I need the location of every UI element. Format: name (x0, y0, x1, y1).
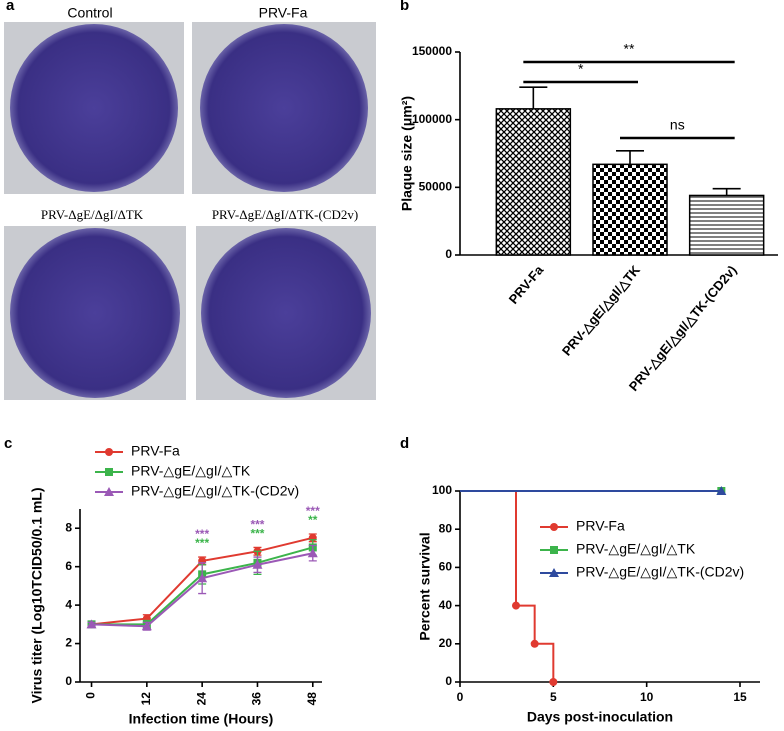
y-tick-label: 2 (65, 636, 72, 650)
bar (688, 194, 765, 256)
plate (201, 228, 371, 398)
marker (141, 621, 152, 631)
legend-label: PRV-Fa (576, 518, 625, 534)
y-tick-label: 8 (65, 520, 72, 534)
marker (550, 523, 558, 531)
panel-letter: c (4, 435, 12, 452)
marker (716, 486, 727, 495)
plate-label: Control (67, 5, 112, 21)
plate (10, 24, 178, 192)
legend-label: PRV-△gE/△gI/△TK (576, 541, 696, 557)
marker (512, 601, 520, 610)
marker (530, 639, 539, 648)
plate-label: PRV-ΔgE/ΔgI/ΔTK-(CD2v) (212, 207, 358, 222)
y-tick-label: 100000 (412, 112, 452, 126)
marker (105, 448, 113, 456)
bar (495, 108, 572, 256)
marker (549, 678, 558, 686)
legend-label: PRV-Fa (131, 443, 180, 459)
x-tick-label: 12 (139, 692, 153, 706)
significance-label: ns (670, 117, 685, 133)
y-tick-label: 4 (65, 597, 72, 611)
marker (105, 468, 113, 476)
x-tick-label: 0 (84, 692, 98, 699)
significance-label: ** (308, 513, 318, 527)
error-bar (519, 86, 548, 109)
marker (549, 568, 559, 577)
x-tick-label: 36 (250, 692, 264, 706)
panel-a: Control PRV-Fa PRV-ΔgE/ΔgI/ΔTK PRV-ΔgE/Δ… (4, 5, 376, 400)
significance-label: *** (250, 527, 264, 541)
x-tick-label: PRV-△gE/△gI/△TK-(CD2v) (626, 262, 740, 393)
x-axis-label: Infection time (Hours) (129, 711, 274, 727)
y-tick-label: 20 (439, 636, 453, 650)
marker (252, 559, 263, 569)
significance-label: * (578, 61, 584, 77)
marker (307, 548, 318, 558)
y-axis-label: Percent survival (417, 532, 433, 640)
x-tick-label: 15 (733, 690, 747, 704)
marker (550, 546, 558, 554)
plate-label: PRV-Fa (259, 5, 308, 21)
legend-label: PRV-△gE/△gI/△TK (131, 463, 251, 479)
y-tick-label: 150000 (412, 44, 452, 58)
y-tick-label: 50000 (419, 180, 453, 194)
marker (104, 487, 114, 496)
panel-letter: d (400, 435, 409, 452)
x-tick-label: 0 (457, 690, 464, 704)
y-tick-label: 100 (432, 483, 452, 497)
marker (197, 573, 208, 583)
significance-label: *** (195, 527, 209, 541)
panel-letter: a (6, 0, 15, 14)
error-bar (712, 187, 741, 196)
x-tick-label: PRV-△gE/△gI/△TK (559, 262, 643, 359)
x-tick-label: 5 (550, 690, 557, 704)
y-axis-label: Virus titer (Log10TCID50/0.1 mL) (29, 487, 45, 703)
panel-letter: b (400, 0, 409, 14)
plate (10, 228, 180, 398)
x-tick-label: PRV-Fa (506, 262, 547, 307)
y-tick-label: 0 (445, 674, 452, 688)
y-tick-label: 80 (439, 521, 453, 535)
survival-line (460, 490, 555, 682)
significance-label: ** (624, 41, 635, 57)
marker (86, 619, 97, 629)
y-tick-label: 0 (445, 247, 452, 261)
y-tick-label: 60 (439, 560, 453, 574)
x-axis-label: Days post-inoculation (527, 709, 673, 725)
x-tick-label: 48 (305, 692, 319, 706)
plate-label: PRV-ΔgE/ΔgI/ΔTK (41, 207, 144, 222)
significance-label: *** (250, 518, 264, 532)
legend-label: PRV-△gE/△gI/△TK-(CD2v) (576, 564, 744, 580)
x-tick-label: 10 (640, 690, 654, 704)
y-tick-label: 40 (439, 598, 453, 612)
significance-label: *** (306, 504, 320, 518)
error-bar (616, 149, 644, 165)
plate (200, 24, 368, 192)
legend-label: PRV-△gE/△gI/△TK-(CD2v) (131, 483, 299, 499)
y-tick-label: 0 (65, 674, 72, 688)
y-tick-label: 6 (65, 559, 72, 573)
x-tick-label: 24 (194, 692, 208, 706)
bar (592, 163, 668, 256)
y-axis-label: Plaque size (μm²) (399, 96, 415, 211)
significance-label: *** (195, 536, 209, 550)
